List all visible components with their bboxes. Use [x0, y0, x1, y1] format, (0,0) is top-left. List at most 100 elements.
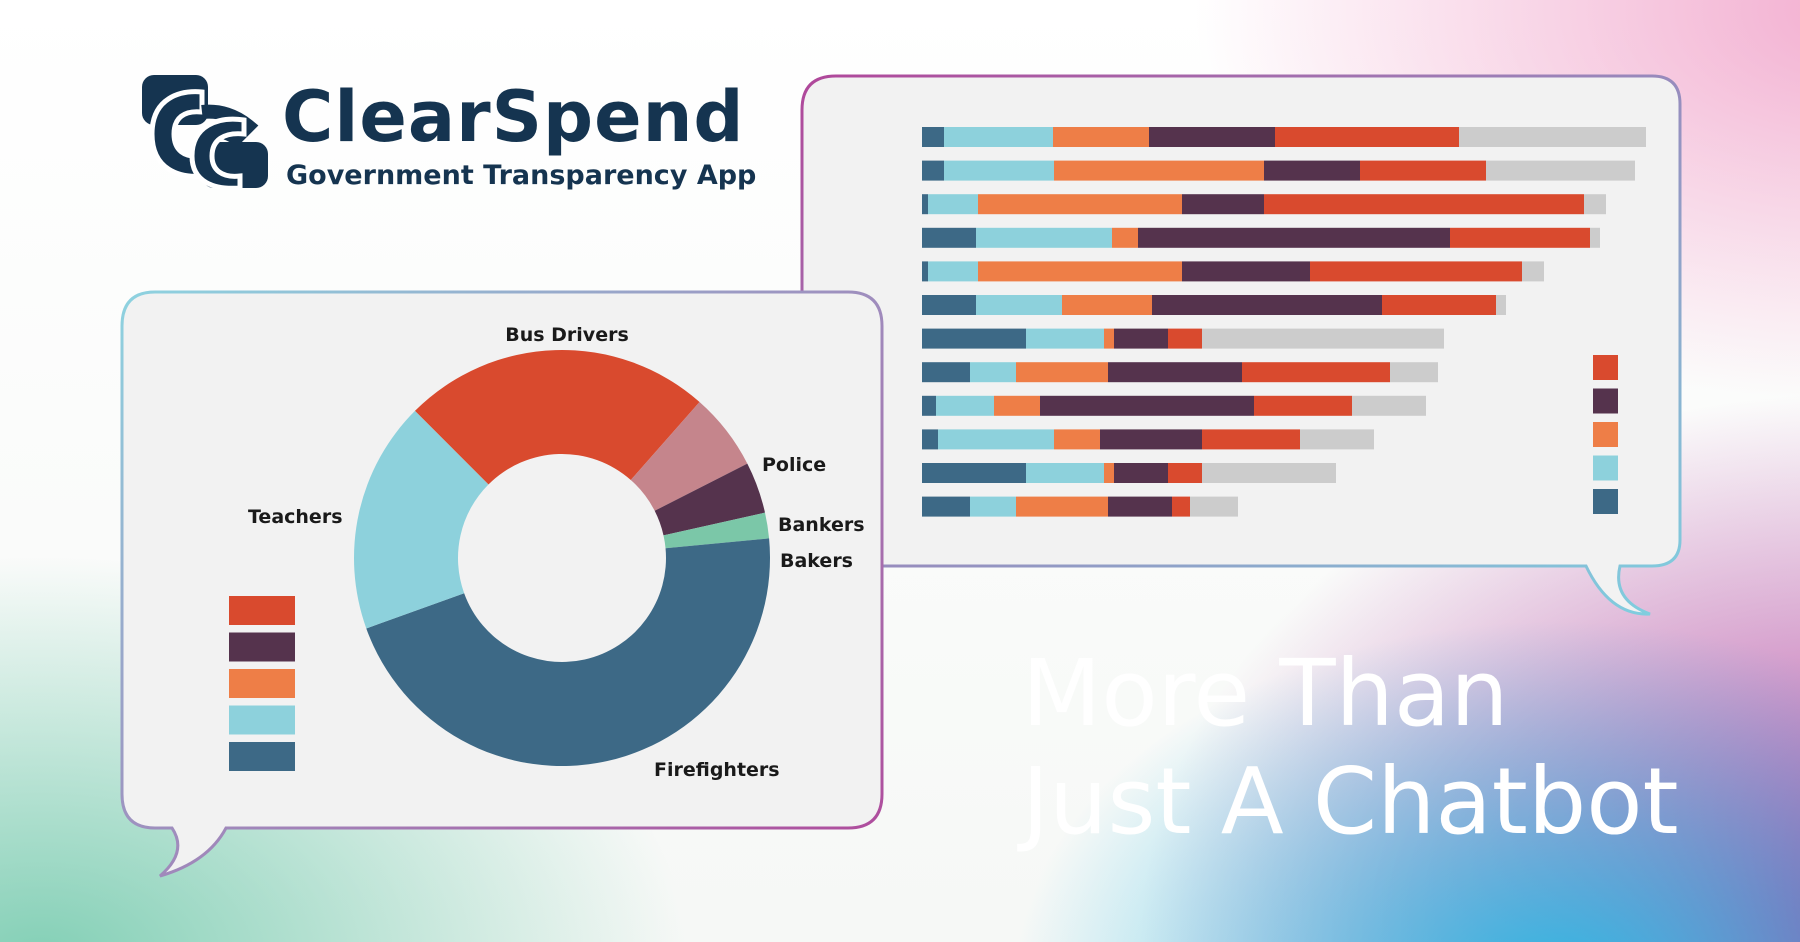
headline: More Than Just A Chatbot [1022, 640, 1679, 856]
donut-labels: Bus Drivers Police Bankers Bakers Firefi… [248, 324, 865, 781]
bar-segment-row9-s2 [936, 395, 994, 416]
bar-segment-row4-s5 [1450, 227, 1590, 248]
bar-segment-row4-s6 [1590, 227, 1600, 248]
bar-segment-row10-s4 [1100, 429, 1202, 450]
bar-segment-row10-s6 [1300, 429, 1374, 450]
stacked-bar-chart [922, 127, 1646, 517]
bar-segment-row1-s6 [1459, 127, 1646, 147]
bar-segment-row1-s2 [944, 127, 1053, 147]
bar-segment-row2-s4 [1264, 160, 1360, 181]
bar-segment-row1-s5 [1275, 127, 1459, 147]
bar-segment-row8-s4 [1108, 362, 1242, 383]
bar-segment-row12-s2 [970, 496, 1016, 517]
bar-segment-row12-s5 [1172, 496, 1190, 517]
donut-legend-swatch-4 [229, 705, 295, 735]
bar-segment-row6-s2 [976, 295, 1062, 315]
bar-segment-row2-s6 [1486, 160, 1635, 181]
bar-segment-row3-s4 [1182, 194, 1264, 215]
bar-segment-row4-s1 [922, 227, 976, 248]
bar-segment-row5-s3 [978, 261, 1182, 282]
bar-segment-row2-s5 [1360, 160, 1486, 181]
bar-segment-row2-s2 [944, 160, 1054, 181]
bar-segment-row10-s2 [938, 429, 1054, 450]
bar-segment-row1-s1 [922, 127, 944, 147]
bar-segment-row4-s3 [1112, 227, 1138, 248]
bar-segment-row10-s5 [1202, 429, 1300, 450]
donut-legend-swatch-1 [229, 596, 295, 625]
bar-segment-row6-s5 [1382, 295, 1496, 315]
bar-legend-swatch-1 [1593, 355, 1618, 380]
bar-segment-row7-s4 [1114, 328, 1168, 349]
bar-segment-row2-s1 [922, 160, 944, 181]
bar-segment-row8-s1 [922, 362, 970, 383]
label-bakers: Bakers [780, 550, 853, 572]
bar-segment-row3-s1 [922, 194, 928, 215]
bar-segment-row8-s5 [1242, 362, 1390, 383]
headline-line-2: Just A Chatbot [1022, 748, 1679, 855]
bar-segment-row5-s5 [1310, 261, 1522, 282]
donut-legend-swatch-5 [229, 742, 295, 771]
bar-segment-row6-s3 [1062, 295, 1152, 315]
bar-segment-row7-s3 [1104, 328, 1114, 349]
bar-segment-row1-s3 [1053, 127, 1149, 147]
bar-segment-row4-s2 [976, 227, 1112, 248]
bar-legend-swatch-5 [1593, 489, 1618, 514]
donut-chart-legend [229, 596, 295, 771]
bar-legend-swatch-3 [1593, 422, 1618, 447]
bar-segment-row9-s6 [1352, 395, 1426, 416]
bar-segment-row11-s3 [1104, 463, 1114, 483]
bar-segment-row12-s1 [922, 496, 970, 517]
bar-segment-row3-s3 [978, 194, 1182, 215]
bar-segment-row5-s2 [928, 261, 978, 282]
brand-tagline: Government Transparency App [286, 160, 757, 191]
bar-segment-row3-s2 [928, 194, 978, 215]
bar-segment-row5-s1 [922, 261, 928, 282]
donut-chart [354, 350, 771, 767]
bar-segment-row4-s4 [1138, 227, 1450, 248]
bar-segment-row12-s4 [1108, 496, 1172, 517]
logo-mark-icon [142, 75, 268, 190]
label-bankers: Bankers [778, 514, 865, 536]
donut-slice-bus-drivers [414, 350, 700, 485]
bar-segment-row11-s2 [1026, 463, 1104, 483]
bar-segment-row9-s5 [1254, 395, 1352, 416]
bar-segment-row11-s5 [1168, 463, 1202, 483]
bar-segment-row6-s6 [1496, 295, 1506, 315]
donut-slice-bakers [663, 512, 770, 549]
bar-segment-row11-s4 [1114, 463, 1168, 483]
bar-segment-row5-s4 [1182, 261, 1310, 282]
bar-segment-row7-s5 [1168, 328, 1202, 349]
bar-segment-row6-s4 [1152, 295, 1382, 315]
donut-slice-firefighters [366, 538, 771, 767]
bar-segment-row3-s6 [1584, 194, 1606, 215]
bar-segment-row8-s3 [1016, 362, 1108, 383]
donut-slice-teachers [354, 410, 489, 629]
bar-segment-row12-s6 [1190, 496, 1238, 517]
donut-legend-swatch-3 [229, 669, 295, 698]
bar-segment-row1-s4 [1149, 127, 1275, 147]
bar-segment-row7-s1 [922, 328, 1026, 349]
bar-segment-row2-s3 [1054, 160, 1264, 181]
label-teachers: Teachers [248, 506, 343, 528]
bar-segment-row11-s1 [922, 463, 1026, 483]
bar-segment-row8-s2 [970, 362, 1016, 383]
bar-segment-row9-s4 [1040, 395, 1254, 416]
bar-segment-row9-s1 [922, 395, 936, 416]
bar-segment-row10-s3 [1054, 429, 1100, 450]
bar-segment-row7-s2 [1026, 328, 1104, 349]
bar-legend-swatch-4 [1593, 455, 1618, 481]
label-bus-drivers: Bus Drivers [505, 324, 629, 346]
donut-legend-swatch-2 [229, 632, 295, 662]
bar-segment-row6-s1 [922, 295, 976, 315]
bar-chart-legend [1593, 355, 1618, 514]
donut-slice-police [630, 401, 748, 511]
bar-segment-row3-s5 [1264, 194, 1584, 215]
label-police: Police [762, 454, 826, 476]
donut-slice-bankers [654, 463, 765, 536]
label-firefighters: Firefighters [654, 759, 780, 781]
brand-name: ClearSpend [282, 76, 745, 158]
bar-segment-row10-s1 [922, 429, 938, 450]
bar-legend-swatch-2 [1593, 388, 1618, 414]
clearspend-logo: ClearSpend Government Transparency App [140, 70, 760, 200]
